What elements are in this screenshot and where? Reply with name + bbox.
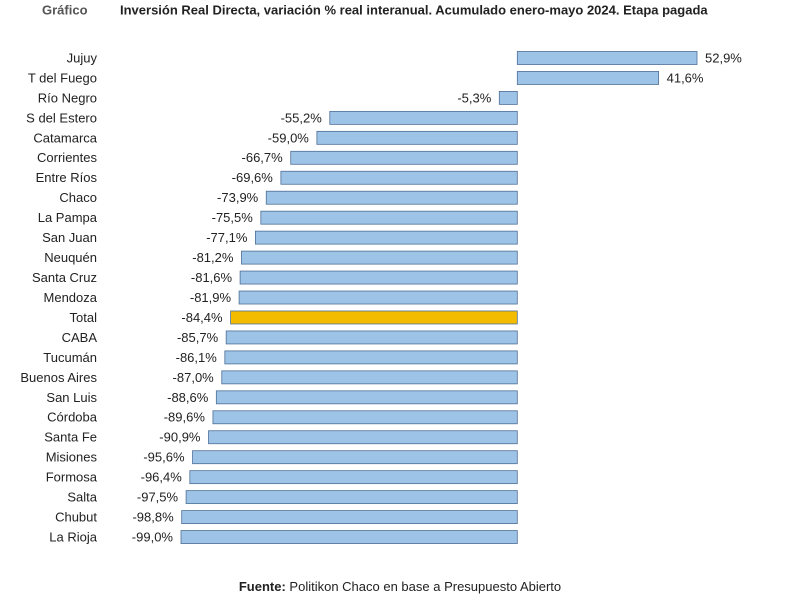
- category-label: Chaco: [59, 190, 97, 205]
- category-label: Total: [70, 310, 98, 325]
- bar: [516, 51, 698, 65]
- category-label: T del Fuego: [28, 70, 97, 85]
- bar: [224, 350, 518, 365]
- category-label: Entre Ríos: [36, 170, 98, 185]
- category-label: La Pampa: [38, 210, 98, 225]
- bar: [192, 450, 518, 465]
- value-label: -85,7%: [177, 330, 219, 345]
- bar: [225, 330, 518, 345]
- category-label: Formosa: [46, 470, 98, 485]
- category-label: Santa Cruz: [32, 270, 97, 285]
- value-label: -81,6%: [191, 270, 233, 285]
- value-label: -95,6%: [143, 450, 185, 465]
- value-label: -99,0%: [132, 529, 174, 544]
- value-label: -97,5%: [137, 490, 179, 505]
- bar: [181, 510, 518, 524]
- bar: [260, 210, 518, 225]
- value-label: 52,9%: [705, 50, 742, 65]
- category-label: Tucumán: [43, 350, 97, 365]
- value-label: -90,9%: [159, 430, 201, 445]
- category-label: Chubut: [55, 510, 97, 525]
- value-label: -98,8%: [132, 510, 174, 525]
- bar: [208, 430, 518, 445]
- category-label: Mendoza: [44, 290, 98, 305]
- bar: [215, 390, 518, 405]
- value-label: -81,9%: [190, 290, 232, 305]
- category-label: Salta: [67, 490, 97, 505]
- bar: [498, 91, 518, 105]
- bar: [280, 170, 518, 185]
- category-label: La Rioja: [49, 529, 97, 544]
- value-label: -5,3%: [457, 90, 491, 105]
- bar: [290, 150, 518, 165]
- bar: [316, 130, 518, 145]
- category-label: Catamarca: [33, 130, 97, 145]
- bar: [189, 470, 518, 485]
- value-label: -59,0%: [268, 130, 310, 145]
- category-label: Jujuy: [67, 50, 98, 65]
- source-label: Fuente:: [239, 579, 286, 594]
- value-label: -96,4%: [141, 470, 183, 485]
- bar: [516, 71, 660, 85]
- value-label: -86,1%: [176, 350, 218, 365]
- value-label: -73,9%: [217, 190, 259, 205]
- chart-label: Gráfico: [42, 2, 88, 17]
- category-label: Neuquén: [44, 250, 97, 265]
- category-label: Río Negro: [38, 90, 97, 105]
- bar: [241, 250, 518, 265]
- category-label: CABA: [62, 330, 98, 345]
- source: Fuente: Politikon Chaco en base a Presup…: [239, 579, 561, 594]
- bar: [238, 290, 518, 305]
- value-label: -87,0%: [173, 370, 215, 385]
- bar: [329, 110, 518, 125]
- bar: [212, 410, 518, 425]
- bar: [185, 490, 518, 505]
- value-label: 41,6%: [667, 70, 704, 85]
- value-label: -81,2%: [192, 250, 234, 265]
- category-label: San Juan: [42, 230, 97, 245]
- bar: [265, 190, 518, 205]
- bar: [239, 270, 518, 285]
- value-label: -84,4%: [181, 310, 223, 325]
- value-label: -55,2%: [281, 110, 323, 125]
- chart-title: Inversión Real Directa, variación % real…: [120, 2, 708, 17]
- category-label: Córdoba: [47, 410, 98, 425]
- bar: [221, 370, 518, 385]
- value-label: -89,6%: [164, 410, 206, 425]
- category-label: Corrientes: [37, 150, 97, 165]
- value-label: -77,1%: [206, 230, 248, 245]
- category-label: Buenos Aires: [20, 370, 97, 385]
- category-label: S del Estero: [26, 110, 97, 125]
- value-label: -66,7%: [242, 150, 284, 165]
- value-label: -88,6%: [167, 390, 209, 405]
- category-label: Santa Fe: [44, 430, 97, 445]
- source-text: Politikon Chaco en base a Presupuesto Ab…: [289, 579, 561, 594]
- value-label: -69,6%: [232, 170, 274, 185]
- bar: [230, 310, 518, 325]
- category-label: San Luis: [46, 390, 97, 405]
- category-label: Misiones: [46, 450, 98, 465]
- value-label: -75,5%: [212, 210, 254, 225]
- bar: [180, 530, 518, 544]
- bar: [254, 230, 518, 245]
